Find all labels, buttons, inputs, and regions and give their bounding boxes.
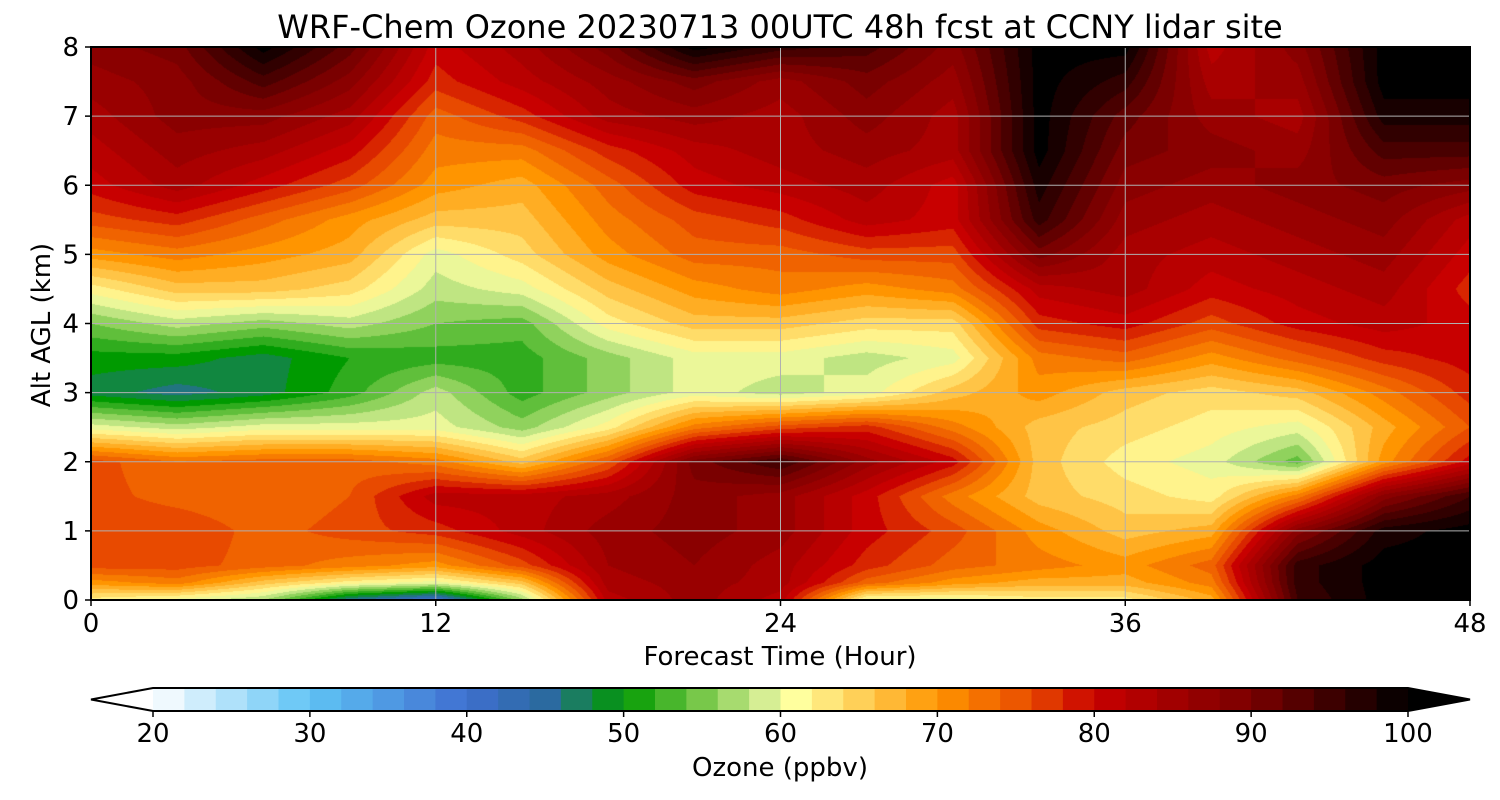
colorbar-segment xyxy=(560,688,593,711)
colorbar-segment xyxy=(341,688,374,711)
colorbar-tick-labels: 20 30 40 50 60 70 80 90 100 xyxy=(136,711,1433,749)
colorbar-segment xyxy=(1313,688,1346,711)
colorbar-segment xyxy=(215,688,248,711)
colorbar-tick-label: 60 xyxy=(764,719,797,749)
colorbar-segment xyxy=(592,688,625,711)
colorbar-segment xyxy=(1000,688,1033,711)
colorbar-segment xyxy=(1157,688,1189,711)
y-tick-label: 6 xyxy=(62,171,79,201)
colorbar-segment xyxy=(811,688,844,711)
colorbar-segment xyxy=(498,688,531,711)
x-tick-label: 48 xyxy=(1453,609,1486,639)
colorbar-segment xyxy=(623,688,656,711)
colorbar-segment xyxy=(309,688,342,711)
y-tick-label: 3 xyxy=(62,379,79,409)
colorbar-segment xyxy=(404,688,436,711)
colorbar-tick-label: 90 xyxy=(1235,719,1268,749)
colorbar-segment xyxy=(1376,688,1409,711)
y-tick-label: 7 xyxy=(62,102,79,132)
colorbar-segment xyxy=(843,688,876,711)
colorbar-segment xyxy=(529,688,562,711)
x-tick-label: 12 xyxy=(419,609,452,639)
colorbar-tick-label: 70 xyxy=(921,719,954,749)
colorbar-segment xyxy=(749,688,782,711)
colorbar-segment xyxy=(247,688,280,711)
colorbar-tick-label: 100 xyxy=(1383,719,1433,749)
x-axis-label: Forecast Time (Hour) xyxy=(643,642,916,672)
y-tick-labels: 0 1 2 3 4 5 6 7 8 xyxy=(62,33,91,616)
colorbar-segment xyxy=(1094,688,1127,711)
colorbar-segment xyxy=(435,688,468,711)
colorbar xyxy=(90,687,1471,712)
y-tick-label: 8 xyxy=(62,33,79,63)
colorbar-segment xyxy=(153,688,185,711)
colorbar-segment xyxy=(466,688,499,711)
colorbar-segment xyxy=(686,688,719,711)
colorbar-label: Ozone (ppbv) xyxy=(692,753,868,783)
colorbar-tick-label: 40 xyxy=(450,719,483,749)
x-tick-labels: 0 12 24 36 48 xyxy=(83,600,1487,639)
colorbar-tick-label: 20 xyxy=(136,719,169,749)
colorbar-segment xyxy=(906,688,938,711)
y-axis-label: Alt AGL (km) xyxy=(27,243,57,407)
colorbar-tick-label: 80 xyxy=(1078,719,1111,749)
colorbar-segment xyxy=(968,688,1001,711)
colorbar-segment xyxy=(780,688,813,711)
colorbar-segment xyxy=(1062,688,1095,711)
chart-title: WRF-Chem Ozone 20230713 00UTC 48h fcst a… xyxy=(277,8,1282,46)
colorbar-segment xyxy=(1125,688,1158,711)
x-tick-label: 0 xyxy=(83,609,100,639)
y-tick-label: 5 xyxy=(62,240,79,270)
y-tick-label: 1 xyxy=(62,517,79,547)
colorbar-segment xyxy=(1031,688,1064,711)
colorbar-min-extension xyxy=(91,688,153,711)
plot-area xyxy=(90,46,1471,601)
colorbar-max-extension xyxy=(1408,688,1470,711)
colorbar-segment xyxy=(184,688,217,711)
colorbar-segment xyxy=(1219,688,1252,711)
y-tick-label: 2 xyxy=(62,448,79,478)
colorbar-segment xyxy=(717,688,750,711)
colorbar-segment xyxy=(1282,688,1315,711)
colorbar-segment xyxy=(937,688,970,711)
colorbar-tick-label: 30 xyxy=(293,719,326,749)
colorbar-segment xyxy=(655,688,687,711)
colorbar-segment xyxy=(372,688,405,711)
y-tick-label: 0 xyxy=(62,586,79,616)
colorbar-segment xyxy=(1345,688,1378,711)
colorbar-segment xyxy=(1188,688,1221,711)
x-tick-label: 24 xyxy=(764,609,797,639)
colorbar-segment xyxy=(874,688,907,711)
x-tick-label: 36 xyxy=(1109,609,1142,639)
colorbar-tick-label: 50 xyxy=(607,719,640,749)
colorbar-segment xyxy=(1251,688,1284,711)
colorbar-segment xyxy=(278,688,311,711)
y-tick-label: 4 xyxy=(62,310,79,340)
